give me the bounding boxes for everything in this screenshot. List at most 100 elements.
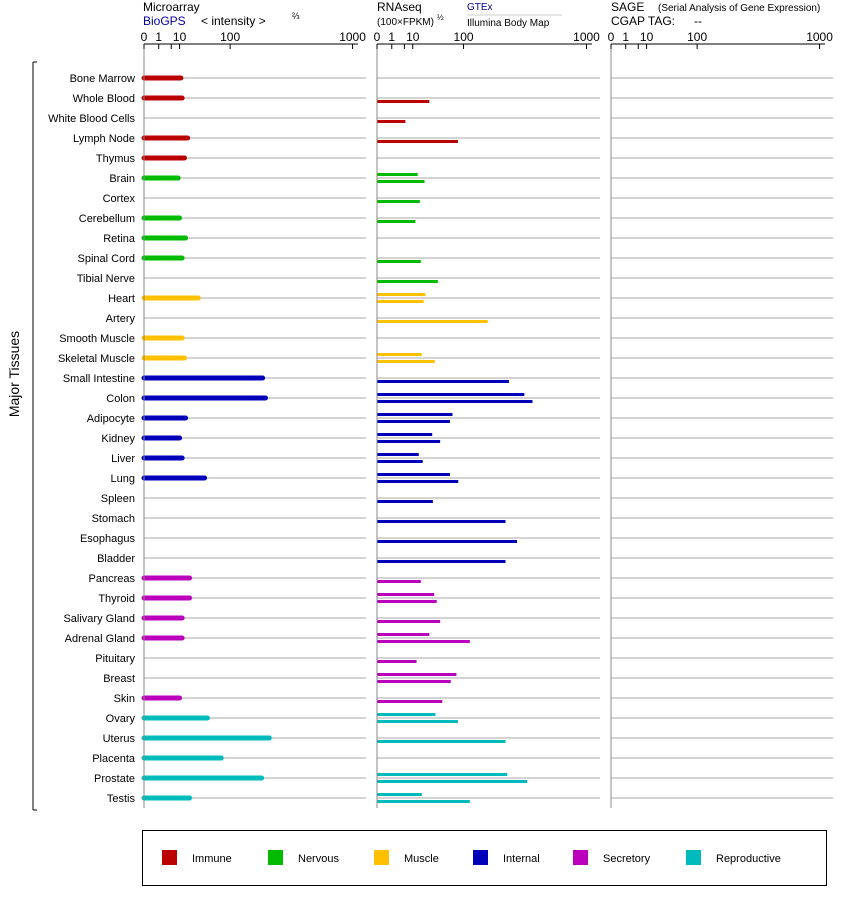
- microarray-tick-label: 100: [220, 30, 240, 44]
- microarray-tick-label: 10: [173, 30, 187, 44]
- rnaseq-bar: [377, 500, 433, 503]
- microarray-unit: < intensity >: [201, 14, 266, 28]
- tissue-label: Uterus: [103, 733, 136, 745]
- rnaseq-bar: [377, 800, 470, 803]
- rnaseq-bar: [377, 100, 430, 103]
- tissue-label: Pituitary: [95, 653, 135, 665]
- tissue-label: Prostate: [94, 773, 135, 785]
- tissue-label: Skeletal Muscle: [58, 353, 135, 365]
- group-axis-label: Major Tissues: [6, 331, 22, 417]
- rnaseq-source-gtex: GTEx: [467, 2, 493, 13]
- rnaseq-bar: [377, 433, 433, 436]
- tissue-label: Ovary: [106, 713, 136, 725]
- rnaseq-tick-label: 100: [454, 30, 474, 44]
- rnaseq-bar: [377, 360, 435, 363]
- rnaseq-bar: [377, 793, 422, 796]
- rnaseq-bar: [377, 260, 421, 263]
- rnaseq-bar: [377, 420, 450, 423]
- rnaseq-tick-label: 10: [406, 30, 420, 44]
- rnaseq-bar: [377, 280, 438, 283]
- tissue-label: Bone Marrow: [70, 73, 135, 85]
- rnaseq-bar: [377, 440, 441, 443]
- legend-label-secretory: Secretory: [603, 853, 651, 865]
- rnaseq-bar: [377, 400, 533, 403]
- sage-tick-label: 0: [608, 30, 615, 44]
- tissue-label: Thymus: [96, 153, 136, 165]
- rnaseq-bar: [377, 180, 425, 183]
- microarray-tick-label: 0: [141, 30, 148, 44]
- tissue-label: Placenta: [92, 753, 136, 765]
- tissue-label: Pancreas: [89, 573, 136, 585]
- rnaseq-bar: [377, 620, 441, 623]
- rnaseq-bar: [377, 520, 506, 523]
- legend-label-nervous: Nervous: [298, 853, 339, 865]
- tissue-label: Kidney: [101, 433, 135, 445]
- rnaseq-bar: [377, 220, 416, 223]
- tissue-label: Adipocyte: [87, 413, 135, 425]
- rnaseq-bar: [377, 660, 417, 663]
- tissue-label: Tibial Nerve: [77, 273, 135, 285]
- tissue-label: Cortex: [103, 193, 136, 205]
- tissue-label: Spleen: [101, 493, 135, 505]
- tissue-label: Whole Blood: [73, 93, 135, 105]
- sage-tag-label: CGAP TAG:: [611, 14, 675, 28]
- rnaseq-bar: [377, 140, 458, 143]
- legend-swatch-internal: [473, 850, 488, 865]
- rnaseq-bar: [377, 353, 422, 356]
- legend-label-internal: Internal: [503, 853, 540, 865]
- rnaseq-source-body-map: Illumina Body Map: [467, 18, 550, 29]
- rnaseq-bar: [377, 640, 470, 643]
- rnaseq-bar: [377, 740, 506, 743]
- legend-swatch-muscle: [374, 850, 389, 865]
- tissue-label: Lymph Node: [73, 133, 135, 145]
- tissue-label: Small Intestine: [63, 373, 135, 385]
- legend-swatch-reproductive: [686, 850, 701, 865]
- rnaseq-bar: [377, 173, 418, 176]
- sage-tick-label: 1000: [806, 30, 833, 44]
- rnaseq-bar: [377, 120, 406, 123]
- rnaseq-bar: [377, 780, 528, 783]
- rnaseq-bar: [377, 380, 509, 383]
- rnaseq-bar: [377, 300, 424, 303]
- tissue-label: Adrenal Gland: [65, 633, 135, 645]
- rnaseq-bar: [377, 700, 443, 703]
- tissue-label: Bladder: [97, 553, 135, 565]
- sage-subtitle: (Serial Analysis of Gene Expression): [658, 3, 820, 14]
- rnaseq-bar: [377, 580, 421, 583]
- rnaseq-bar: [377, 473, 450, 476]
- rnaseq-bar: [377, 633, 430, 636]
- legend-swatch-nervous: [268, 850, 283, 865]
- tissue-label: Smooth Muscle: [59, 333, 135, 345]
- rnaseq-bar: [377, 200, 420, 203]
- rnaseq-tick-label: 1000: [573, 30, 600, 44]
- rnaseq-bar: [377, 593, 435, 596]
- tissue-label: Brain: [109, 173, 135, 185]
- rnaseq-unit: (100×FPKM): [377, 17, 434, 28]
- microarray-source: BioGPS: [143, 14, 186, 28]
- rnaseq-unit-exponent: ½: [437, 13, 444, 22]
- tissue-label: Colon: [106, 393, 135, 405]
- rnaseq-bar: [377, 680, 451, 683]
- legend-label-immune: Immune: [192, 853, 232, 865]
- rnaseq-bar: [377, 460, 423, 463]
- microarray-tick-label: 1: [155, 30, 162, 44]
- sage-tick-label: 100: [687, 30, 707, 44]
- rnaseq-tick-label: 0: [374, 30, 381, 44]
- tissue-label: Stomach: [92, 513, 135, 525]
- rnaseq-bar: [377, 480, 459, 483]
- sage-tick-label: 10: [640, 30, 654, 44]
- legend-swatch-immune: [162, 850, 177, 865]
- tissue-label: Spinal Cord: [78, 253, 135, 265]
- rnaseq-bar: [377, 560, 506, 563]
- rnaseq-title: RNAseq: [377, 0, 422, 14]
- tissue-label: Liver: [111, 453, 135, 465]
- rnaseq-bar: [377, 453, 419, 456]
- rnaseq-tick-label: 1: [388, 30, 395, 44]
- rnaseq-bar: [377, 293, 426, 296]
- tissue-label: Salivary Gland: [63, 613, 135, 625]
- rnaseq-bar: [377, 673, 457, 676]
- rnaseq-bar: [377, 600, 437, 603]
- tissue-label: Breast: [103, 673, 135, 685]
- rnaseq-bar: [377, 393, 525, 396]
